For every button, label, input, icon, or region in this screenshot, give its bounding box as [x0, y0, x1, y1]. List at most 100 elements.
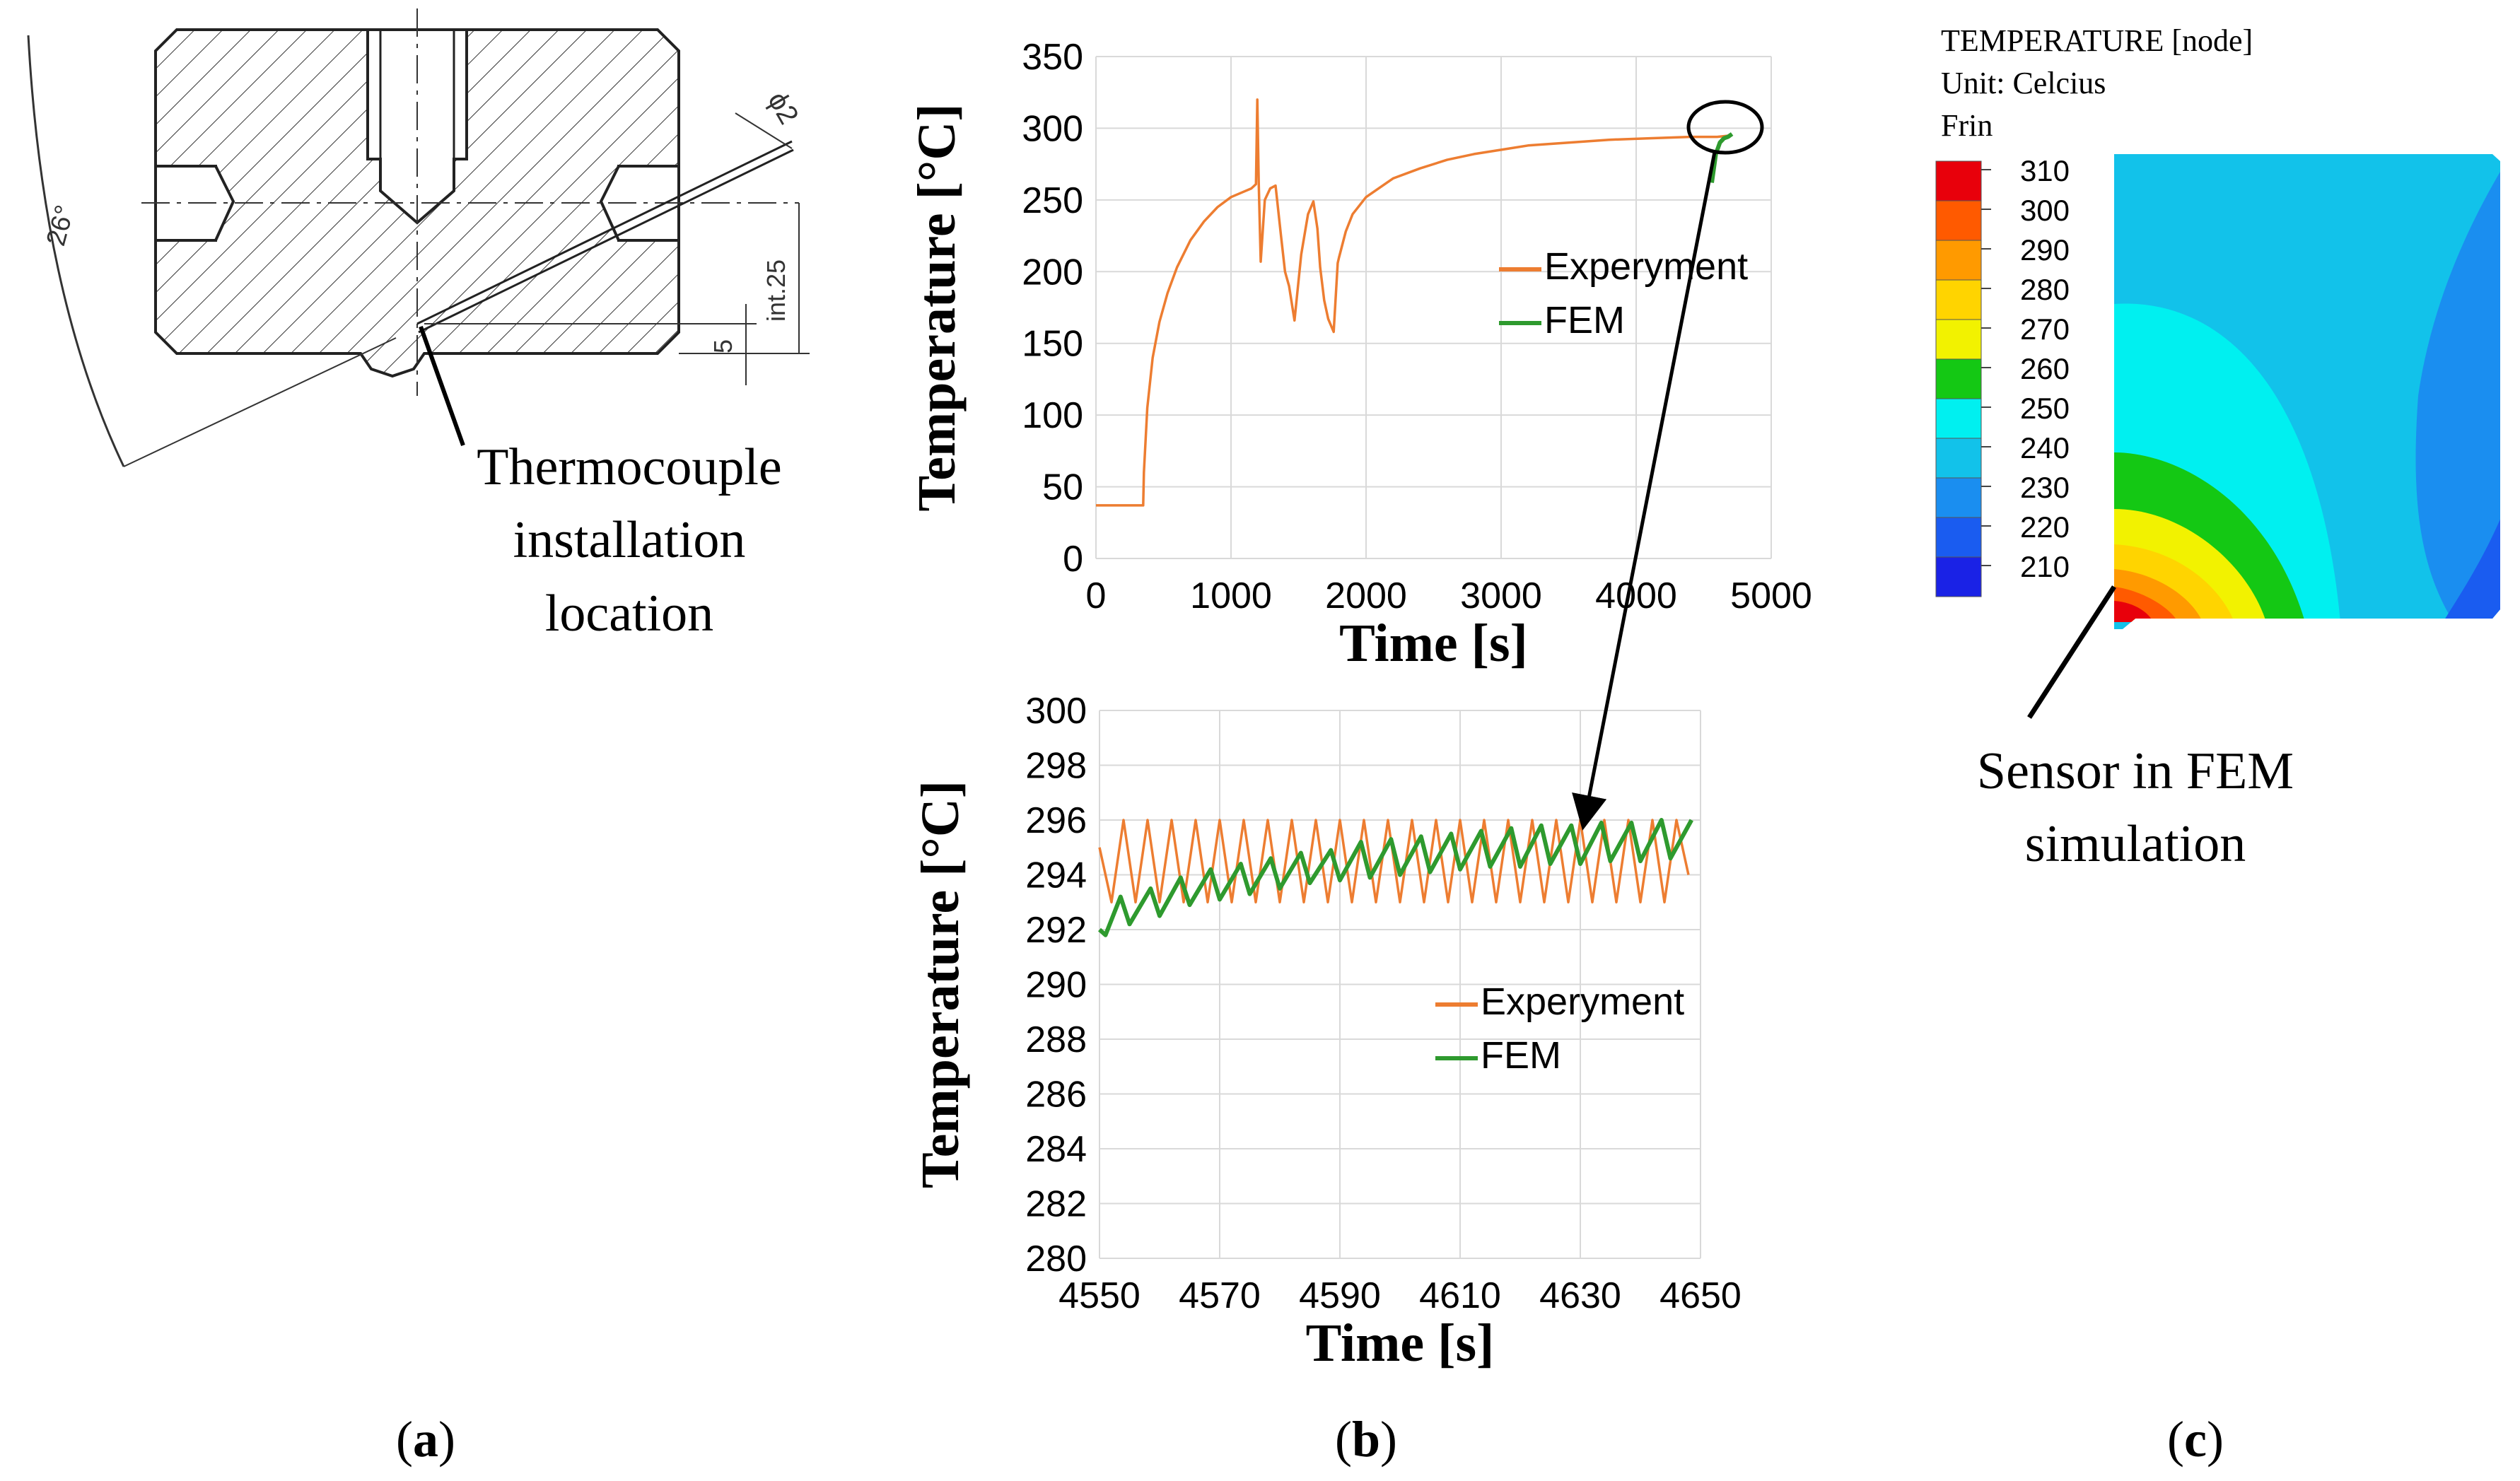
angle-arc — [27, 35, 125, 467]
y-tick-label: 200 — [1022, 252, 1083, 293]
diameter-dimension: ϕ2 — [762, 87, 804, 130]
legend-level-270: 270 — [2020, 312, 2070, 346]
x-tick-label: 4000 — [1595, 575, 1677, 616]
fem-title-line2: Unit: Celcius — [1941, 66, 2106, 100]
legend-label-fem: FEM — [1481, 1034, 1561, 1077]
panel-a-label: (a) — [396, 1411, 455, 1468]
thermocouple-callout-line2: installation — [513, 511, 746, 569]
legend-level-230: 230 — [2020, 471, 2070, 504]
fem-color-legend: 310 300 290 280 270 260 250 240 230 220 210 — [1935, 154, 2070, 597]
x-tick-label: 2000 — [1325, 575, 1407, 616]
x-tick-label: 0 — [1086, 575, 1107, 616]
x-axis-title: Time [s] — [1306, 1313, 1495, 1373]
y-axis-title: Temperature [°C] — [911, 780, 970, 1188]
legend-level-300: 300 — [2020, 194, 2070, 227]
panel-a-drawing: 26° ϕ2 int.25 5 Thermocouple installatio… — [27, 8, 810, 1468]
legend-level-240: 240 — [2020, 431, 2070, 464]
chart-top: 0 50 100 150 200 250 300 350 0 1000 2000 3000 4000 50… — [907, 37, 1812, 673]
legend-level-210: 210 — [2020, 550, 2070, 583]
dimension-leader — [123, 337, 397, 467]
legend-label-experyment: Experyment — [1481, 980, 1684, 1023]
x-tick-label: 4590 — [1299, 1275, 1381, 1316]
legend-swatch-230 — [1935, 477, 1982, 518]
x-tick-label: 4550 — [1058, 1275, 1141, 1316]
depth-dimension: int.25 — [762, 259, 791, 322]
legend-level-220: 220 — [2020, 510, 2070, 544]
legend-label-fem: FEM — [1544, 299, 1625, 341]
zoom-arrow — [1572, 151, 1717, 831]
legend-swatch-310 — [1935, 160, 1982, 201]
x-tick-label: 4630 — [1539, 1275, 1621, 1316]
thermocouple-callout-line3: location — [545, 585, 713, 643]
legend-label-experyment: Experyment — [1544, 245, 1748, 288]
thermocouple-pointer — [419, 325, 465, 447]
legend-level-280: 280 — [2020, 273, 2070, 306]
y-tick-label: 300 — [1025, 691, 1087, 732]
y-tick-label: 284 — [1025, 1129, 1087, 1170]
legend-level-290: 290 — [2020, 233, 2070, 267]
y-tick-label: 100 — [1022, 395, 1083, 436]
legend-level-310: 310 — [2020, 154, 2070, 187]
side-hole-right — [599, 165, 680, 242]
legend-swatch-290 — [1935, 240, 1982, 281]
y-tick-label: 294 — [1025, 855, 1087, 896]
legend-level-250: 250 — [2020, 392, 2070, 425]
dimension-leader — [735, 112, 793, 149]
legend-level-260: 260 — [2020, 352, 2070, 385]
legend-swatch-220 — [1935, 517, 1982, 558]
x-tick-label: 4650 — [1659, 1275, 1742, 1316]
series-line-experyment — [1096, 98, 1731, 507]
fem-contour-field — [2114, 154, 2500, 629]
offset-dimension: 5 — [708, 339, 737, 353]
y-tick-label: 280 — [1025, 1239, 1087, 1280]
panel-c-fem: TEMPERATURE [node] Unit: Celcius Frin 31… — [1935, 23, 2500, 1468]
thermocouple-bore — [416, 140, 793, 325]
x-tick-label: 5000 — [1730, 575, 1812, 616]
panel-b-label: (b) — [1335, 1411, 1397, 1468]
y-tick-label: 150 — [1022, 324, 1083, 365]
y-tick-label: 296 — [1025, 800, 1087, 841]
legend-swatch-210 — [1935, 556, 1982, 597]
legend-swatch-240 — [1935, 438, 1982, 479]
y-tick-label: 298 — [1025, 746, 1087, 787]
y-tick-label: 288 — [1025, 1019, 1087, 1060]
y-tick-label: 300 — [1022, 108, 1083, 149]
legend-swatch-260 — [1935, 358, 1982, 399]
sensor-callout-line2: simulation — [2025, 815, 2246, 873]
y-tick-label: 0 — [1063, 539, 1083, 580]
panel-c-label: (c) — [2167, 1411, 2224, 1468]
thermocouple-bore — [418, 148, 794, 334]
x-tick-label: 4570 — [1179, 1275, 1261, 1316]
y-tick-label: 290 — [1025, 965, 1087, 1006]
y-tick-label: 286 — [1025, 1075, 1087, 1116]
series-line-experyment — [1098, 819, 1690, 904]
zoom-region-ellipse — [1686, 100, 1764, 155]
fem-band-310 — [2114, 601, 2153, 622]
fem-title-line1: TEMPERATURE [node] — [1941, 23, 2253, 58]
y-tick-label: 282 — [1025, 1184, 1087, 1225]
y-axis-title: Temperature [°C] — [907, 103, 967, 511]
chart-bottom: 280 282 284 286 288 290 292 294 296 298 300 4550 457… — [911, 691, 1742, 1373]
y-tick-label: 350 — [1022, 37, 1083, 78]
series-line-fem — [1710, 132, 1734, 183]
thermocouple-callout-line1: Thermocouple — [477, 438, 782, 496]
legend-swatch-270 — [1935, 319, 1982, 360]
x-axis-title: Time [s] — [1339, 614, 1528, 673]
x-tick-label: 1000 — [1190, 575, 1272, 616]
x-tick-label: 3000 — [1460, 575, 1542, 616]
legend-swatch-300 — [1935, 200, 1982, 241]
fem-band-230 — [2415, 156, 2500, 622]
legend-swatch-250 — [1935, 398, 1982, 439]
y-tick-label: 292 — [1025, 910, 1087, 951]
y-tick-label: 250 — [1022, 180, 1083, 221]
sensor-callout-line1: Sensor in FEM — [1977, 742, 2294, 800]
series-line-fem — [1097, 818, 1693, 937]
fem-title-line3: Frin — [1941, 108, 1993, 143]
panel-b-charts: 0 50 100 150 200 250 300 350 0 1000 2000 3000 4000 50… — [907, 37, 1812, 1468]
fem-band-220 — [2443, 495, 2500, 622]
y-tick-label: 50 — [1042, 467, 1083, 508]
x-tick-label: 4610 — [1419, 1275, 1501, 1316]
sensor-pointer — [2027, 585, 2116, 719]
legend-swatch-280 — [1935, 279, 1982, 320]
